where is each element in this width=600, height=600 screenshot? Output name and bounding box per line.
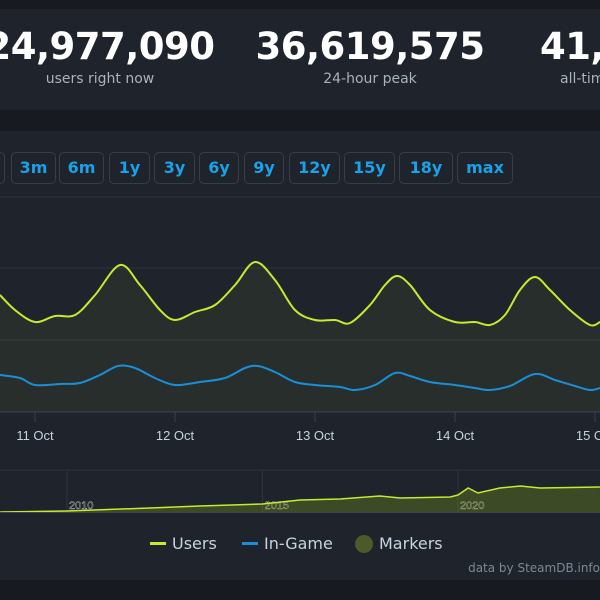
navigator-area <box>0 486 600 512</box>
stat-label: 24-hour peak <box>323 71 417 87</box>
range-button-3m[interactable]: 3m <box>11 152 56 184</box>
users-area <box>0 261 600 412</box>
stat-value: 36,619,575 <box>255 25 485 68</box>
x-tick-label: 13 Oct <box>296 428 335 443</box>
range-button-12y[interactable]: 12y <box>289 152 340 184</box>
navigator-year-label: 2010 <box>69 500 93 512</box>
legend-item-ingame[interactable]: In-Game <box>242 534 333 553</box>
range-button-6y[interactable]: 6y <box>199 152 239 184</box>
range-button-15y[interactable]: 15y <box>344 152 395 184</box>
range-button-9y[interactable]: 9y <box>244 152 284 184</box>
chart-panel: 3m 6m 1y 3y 6y 9y 12y 15y 18y max Users … <box>0 131 600 580</box>
x-tick-label: 14 Oct <box>436 428 475 443</box>
stat-value: 24,977,090 <box>0 25 215 68</box>
stats-bar: 24,977,090 users right now 36,619,575 24… <box>0 9 600 110</box>
legend-item-markers[interactable]: Markers <box>355 534 443 553</box>
stat-24h-peak: 36,619,575 24-hour peak <box>250 25 490 87</box>
legend-item-users[interactable]: Users <box>150 534 217 553</box>
stat-all-time-peak: 41,6 all-tim <box>540 25 600 87</box>
legend-label: Markers <box>379 534 443 553</box>
range-button-3y[interactable]: 3y <box>154 152 195 184</box>
users-swatch-icon <box>150 542 166 545</box>
stat-label: users right now <box>45 71 155 87</box>
data-credit[interactable]: data by SteamDB.info <box>468 561 600 575</box>
range-button-1y[interactable]: 1y <box>109 152 150 184</box>
users-line <box>0 261 600 327</box>
range-button-18y[interactable]: 18y <box>399 152 453 184</box>
range-button-6m[interactable]: 6m <box>59 152 104 184</box>
x-tick-label: 12 Oct <box>156 428 195 443</box>
stat-users-now: 24,977,090 users right now <box>0 25 220 87</box>
markers-dot-icon <box>355 534 373 553</box>
ingame-swatch-icon <box>242 542 258 545</box>
navigator-year-label: 2020 <box>460 500 484 512</box>
legend-label: In-Game <box>264 534 333 553</box>
legend-label: Users <box>172 534 217 553</box>
ingame-line <box>0 364 600 392</box>
x-tick-label: 15 Oct <box>576 428 600 443</box>
stat-label: all-tim <box>560 71 600 87</box>
stat-value: 41,6 <box>540 25 600 68</box>
range-button-max[interactable]: max <box>457 152 513 184</box>
x-tick-label: 11 Oct <box>16 428 54 443</box>
navigator-line <box>0 485 600 513</box>
